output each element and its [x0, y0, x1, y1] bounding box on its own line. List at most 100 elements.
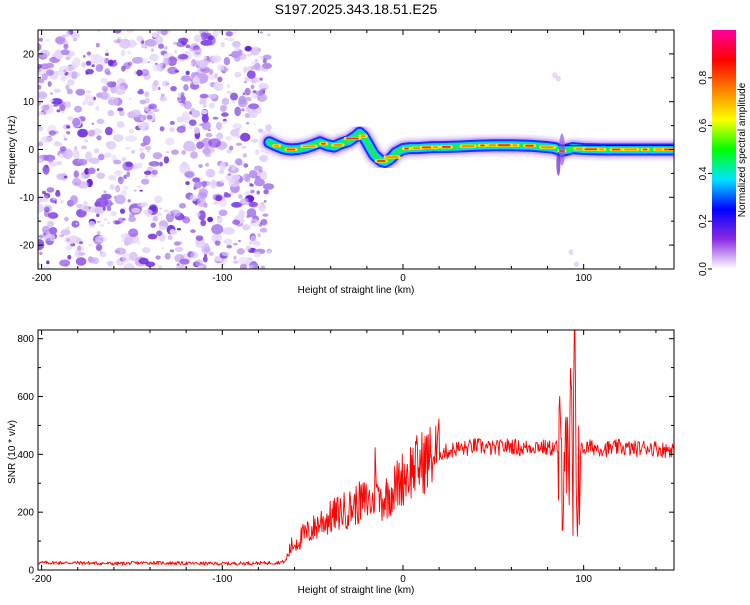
noise-blob [201, 113, 209, 124]
noise-blob [249, 112, 258, 119]
noise-blob [208, 138, 222, 148]
noise-blob [232, 219, 241, 225]
noise-blob [133, 189, 137, 192]
x-tick-label: -200 [32, 574, 52, 585]
noise-blob [107, 96, 119, 106]
noise-blob [225, 31, 233, 37]
noise-blob [96, 220, 101, 223]
colorbar-tick-label: 0.0 [698, 262, 709, 276]
noise-blob [250, 235, 257, 245]
noise-blob [46, 260, 50, 265]
noise-blob [254, 149, 260, 155]
y-tick-label: 200 [17, 508, 34, 519]
y-tick-label: -20 [20, 241, 35, 252]
noise-blob [241, 224, 251, 231]
noise-blob [113, 30, 122, 34]
y-tick-label: -10 [20, 193, 35, 204]
noise-blob [183, 100, 192, 110]
noise-blob [199, 99, 207, 105]
noise-blob [250, 48, 260, 56]
noise-blob [64, 101, 72, 108]
noise-blob [231, 201, 243, 208]
x-tick-label: -100 [212, 574, 232, 585]
noise-blob [200, 32, 208, 41]
noise-blob [243, 66, 248, 73]
noise-blob [226, 244, 232, 249]
noise-blob [147, 233, 158, 240]
noise-blob [238, 194, 243, 199]
noise-blob [123, 263, 135, 269]
noise-blob [169, 120, 175, 125]
noise-blob [203, 202, 208, 208]
noise-blob [113, 159, 122, 165]
noise-blob [220, 146, 224, 151]
noise-blob [89, 243, 92, 247]
noise-blob [568, 249, 574, 256]
noise-blob [133, 70, 137, 75]
noise-blob [258, 83, 269, 91]
noise-blob [233, 255, 237, 260]
noise-blob [120, 49, 126, 57]
noise-blob [220, 41, 225, 48]
noise-blob [55, 189, 60, 194]
noise-blob [228, 38, 231, 42]
noise-blob [56, 109, 61, 113]
noise-blob [66, 88, 73, 95]
noise-blob [86, 51, 92, 56]
noise-blob [87, 167, 96, 175]
noise-blob [201, 180, 208, 187]
noise-blob [168, 212, 172, 215]
noise-blob [74, 105, 82, 113]
noise-blob [38, 234, 44, 239]
noise-blob [238, 256, 250, 265]
noise-blob [184, 171, 195, 178]
noise-blob [220, 179, 225, 184]
noise-blob [198, 164, 203, 168]
noise-blob [143, 170, 152, 175]
noise-blob [59, 234, 65, 238]
noise-blob [241, 145, 247, 149]
noise-blob [66, 125, 70, 129]
noise-blob [140, 69, 150, 77]
noise-blob [75, 222, 78, 225]
noise-blob [106, 140, 117, 150]
noise-blob [254, 78, 261, 83]
noise-blob [192, 49, 203, 58]
noise-blob [197, 265, 203, 269]
noise-blob [241, 108, 245, 112]
noise-blob [148, 103, 158, 110]
noise-blob [85, 151, 93, 162]
noise-blob [165, 151, 170, 154]
noise-blob [130, 109, 142, 118]
noise-blob [95, 42, 100, 48]
noise-blob [81, 145, 88, 150]
noise-blob [85, 60, 92, 66]
noise-blob [231, 165, 236, 171]
noise-blob [208, 102, 215, 109]
noise-blob [224, 37, 229, 40]
noise-blob [120, 189, 127, 196]
noise-blob [144, 145, 152, 151]
noise-blob [62, 134, 66, 138]
noise-blob [158, 43, 164, 49]
noise-blob [223, 238, 233, 245]
noise-blob [185, 70, 190, 75]
noise-blob [55, 130, 59, 134]
noise-blob [90, 54, 103, 65]
noise-blob [200, 219, 207, 227]
noise-blob [38, 78, 45, 84]
noise-blob [157, 86, 161, 91]
noise-blob [72, 117, 81, 127]
noise-blob [72, 149, 80, 159]
noise-blob [43, 232, 56, 242]
noise-blob [203, 56, 208, 60]
noise-blob [215, 195, 223, 202]
noise-blob [194, 202, 198, 206]
noise-blob [262, 213, 269, 217]
noise-blob [200, 39, 213, 46]
noise-blob [208, 129, 211, 132]
noise-blob [189, 125, 193, 130]
colorbar-tick-label: 0.8 [698, 70, 709, 84]
noise-blob [163, 46, 168, 50]
